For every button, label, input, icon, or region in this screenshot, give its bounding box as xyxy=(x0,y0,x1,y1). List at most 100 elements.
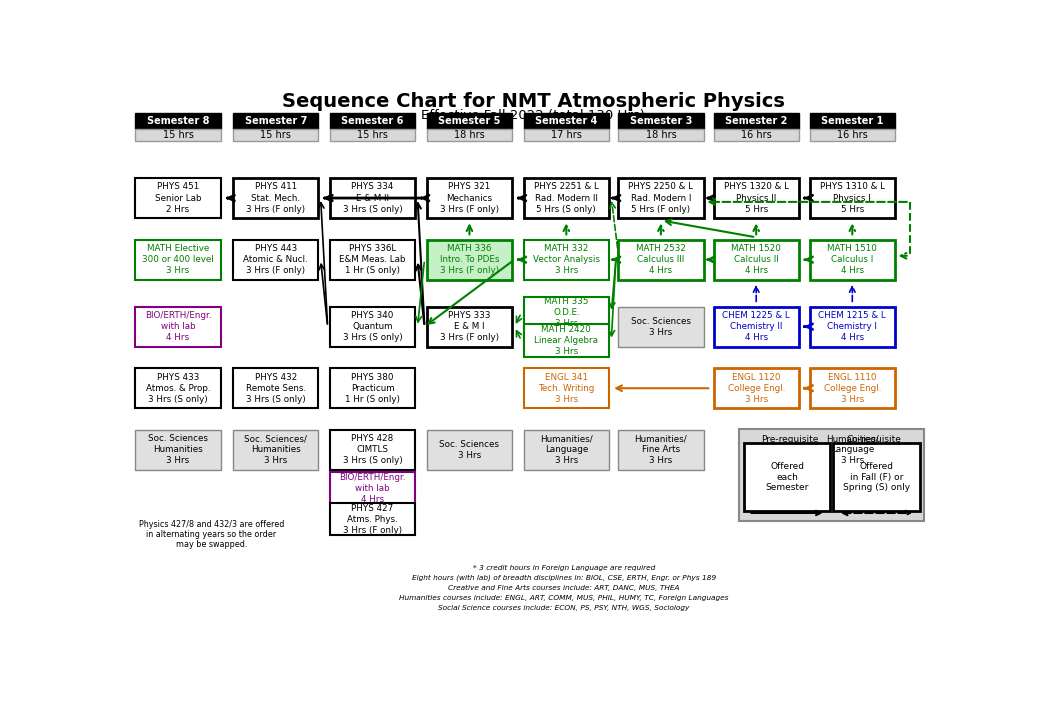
Text: Humanities courses include: ENGL, ART, COMM, MUS, PHIL, HUMY, TC, Foreign Langua: Humanities courses include: ENGL, ART, C… xyxy=(399,595,729,600)
Text: BIO/ERTH/Engr.
with lab
4 Hrs: BIO/ERTH/Engr. with lab 4 Hrs xyxy=(339,473,406,504)
FancyBboxPatch shape xyxy=(713,240,799,279)
Text: Creative and Fine Arts courses include: ART, DANC, MUS, THEA: Creative and Fine Arts courses include: … xyxy=(448,585,680,590)
Text: Semester 6: Semester 6 xyxy=(341,116,404,126)
FancyBboxPatch shape xyxy=(135,430,220,470)
Text: 18 hrs: 18 hrs xyxy=(646,130,676,140)
FancyBboxPatch shape xyxy=(810,129,895,141)
FancyBboxPatch shape xyxy=(330,178,415,218)
Text: PHYS 321
Mechanics
3 Hrs (F only): PHYS 321 Mechanics 3 Hrs (F only) xyxy=(440,182,499,214)
Text: PHYS 2251 & L
Rad. Modern II
5 Hrs (S only): PHYS 2251 & L Rad. Modern II 5 Hrs (S on… xyxy=(534,182,599,214)
FancyBboxPatch shape xyxy=(810,430,895,470)
FancyBboxPatch shape xyxy=(524,324,609,356)
Text: PHYS 333
E & M I
3 Hrs (F only): PHYS 333 E & M I 3 Hrs (F only) xyxy=(440,311,499,342)
Text: PHYS 411
Stat. Mech.
3 Hrs (F only): PHYS 411 Stat. Mech. 3 Hrs (F only) xyxy=(246,182,306,214)
Text: Humanities/
Language
3 Hrs: Humanities/ Language 3 Hrs xyxy=(540,434,593,465)
FancyBboxPatch shape xyxy=(810,113,895,129)
FancyBboxPatch shape xyxy=(330,472,415,505)
Text: Semester 2: Semester 2 xyxy=(725,116,787,126)
FancyBboxPatch shape xyxy=(713,113,799,129)
Text: MATH 332
Vector Analysis
3 Hrs: MATH 332 Vector Analysis 3 Hrs xyxy=(532,244,600,275)
Text: Physics 427/8 and 432/3 are offered
in alternating years so the order
may be swa: Physics 427/8 and 432/3 are offered in a… xyxy=(138,520,284,549)
Text: Soc. Sciences/
Humanities
3 Hrs: Soc. Sciences/ Humanities 3 Hrs xyxy=(244,434,307,465)
Text: PHYS 340
Quantum
3 Hrs (S only): PHYS 340 Quantum 3 Hrs (S only) xyxy=(343,311,402,342)
FancyBboxPatch shape xyxy=(330,113,415,129)
FancyBboxPatch shape xyxy=(135,178,220,218)
FancyBboxPatch shape xyxy=(233,129,318,141)
Text: MATH 2532
Calculus III
4 Hrs: MATH 2532 Calculus III 4 Hrs xyxy=(635,244,685,275)
FancyBboxPatch shape xyxy=(330,503,415,535)
Text: ENGL 341
Tech. Writing
3 Hrs: ENGL 341 Tech. Writing 3 Hrs xyxy=(538,373,595,404)
Text: Soc. Sciences
3 Hrs: Soc. Sciences 3 Hrs xyxy=(440,440,499,460)
FancyBboxPatch shape xyxy=(810,307,895,346)
Text: PHYS 2250 & L
Rad. Modern I
5 Hrs (F only): PHYS 2250 & L Rad. Modern I 5 Hrs (F onl… xyxy=(628,182,694,214)
Text: Semester 4: Semester 4 xyxy=(536,116,598,126)
FancyBboxPatch shape xyxy=(810,240,895,279)
Text: PHYS 433
Atmos. & Prop.
3 Hrs (S only): PHYS 433 Atmos. & Prop. 3 Hrs (S only) xyxy=(146,373,210,404)
Text: ENGL 1110
College Engl.
3 Hrs: ENGL 1110 College Engl. 3 Hrs xyxy=(824,373,881,404)
FancyBboxPatch shape xyxy=(524,297,609,329)
FancyBboxPatch shape xyxy=(330,307,415,346)
Text: Semester 8: Semester 8 xyxy=(147,116,209,126)
FancyBboxPatch shape xyxy=(618,240,703,279)
Text: MATH 1510
Calculus I
4 Hrs: MATH 1510 Calculus I 4 Hrs xyxy=(828,244,877,275)
FancyBboxPatch shape xyxy=(135,113,220,129)
Text: Soc. Sciences
3 Hrs: Soc. Sciences 3 Hrs xyxy=(631,317,691,337)
Text: 16 hrs: 16 hrs xyxy=(837,130,867,140)
Text: Semester 3: Semester 3 xyxy=(629,116,692,126)
Text: 15 hrs: 15 hrs xyxy=(260,130,291,140)
FancyBboxPatch shape xyxy=(618,430,703,470)
Text: Co-requisite: Co-requisite xyxy=(847,436,901,444)
FancyBboxPatch shape xyxy=(713,178,799,218)
Text: CHEM 1215 & L
Chemistry I
4 Hrs: CHEM 1215 & L Chemistry I 4 Hrs xyxy=(818,311,886,342)
FancyBboxPatch shape xyxy=(330,368,415,408)
Text: Semester 5: Semester 5 xyxy=(438,116,500,126)
Text: PHYS 428
CIMTLS
3 Hrs (S only): PHYS 428 CIMTLS 3 Hrs (S only) xyxy=(343,434,402,465)
FancyBboxPatch shape xyxy=(426,307,512,346)
Text: 15 hrs: 15 hrs xyxy=(357,130,388,140)
FancyBboxPatch shape xyxy=(739,429,925,521)
FancyBboxPatch shape xyxy=(524,129,609,141)
FancyBboxPatch shape xyxy=(233,368,318,408)
Text: MATH 2420
Linear Algebra
3 Hrs: MATH 2420 Linear Algebra 3 Hrs xyxy=(535,325,598,356)
FancyBboxPatch shape xyxy=(833,443,919,511)
Text: MATH Elective
300 or 400 level
3 Hrs: MATH Elective 300 or 400 level 3 Hrs xyxy=(142,244,214,275)
FancyBboxPatch shape xyxy=(330,240,415,279)
Text: Social Science courses include: ECON, PS, PSY, NTH, WGS, Sociology: Social Science courses include: ECON, PS… xyxy=(438,605,690,611)
FancyBboxPatch shape xyxy=(524,113,609,129)
Text: Humanities/
Language
3 Hrs: Humanities/ Language 3 Hrs xyxy=(826,434,879,465)
Text: PHYS 334
E & M II
3 Hrs (S only): PHYS 334 E & M II 3 Hrs (S only) xyxy=(343,182,402,214)
FancyBboxPatch shape xyxy=(426,240,512,279)
FancyBboxPatch shape xyxy=(810,178,895,218)
Text: PHYS 432
Remote Sens.
3 Hrs (S only): PHYS 432 Remote Sens. 3 Hrs (S only) xyxy=(245,373,306,404)
Text: MATH 335
O.D.E.
3 Hrs: MATH 335 O.D.E. 3 Hrs xyxy=(544,297,589,328)
FancyBboxPatch shape xyxy=(744,443,830,511)
Text: 18 hrs: 18 hrs xyxy=(454,130,485,140)
FancyBboxPatch shape xyxy=(618,129,703,141)
Text: CHEM 1225 & L
Chemistry II
4 Hrs: CHEM 1225 & L Chemistry II 4 Hrs xyxy=(723,311,790,342)
Text: 17 hrs: 17 hrs xyxy=(551,130,581,140)
Text: * 3 credit hours in Foreign Language are required: * 3 credit hours in Foreign Language are… xyxy=(473,564,655,571)
FancyBboxPatch shape xyxy=(233,430,318,470)
FancyBboxPatch shape xyxy=(524,368,609,408)
Text: ENGL 1120
College Engl.
3 Hrs: ENGL 1120 College Engl. 3 Hrs xyxy=(728,373,785,404)
FancyBboxPatch shape xyxy=(426,129,512,141)
Text: Offered
in Fall (F) or
Spring (S) only: Offered in Fall (F) or Spring (S) only xyxy=(843,462,910,492)
FancyBboxPatch shape xyxy=(233,113,318,129)
Text: PHYS 427
Atms. Phys.
3 Hrs (F only): PHYS 427 Atms. Phys. 3 Hrs (F only) xyxy=(343,503,402,535)
FancyBboxPatch shape xyxy=(618,113,703,129)
Text: BIO/ERTH/Engr.
with lab
4 Hrs: BIO/ERTH/Engr. with lab 4 Hrs xyxy=(145,311,211,342)
Text: PHYS 443
Atomic & Nucl.
3 Hrs (F only): PHYS 443 Atomic & Nucl. 3 Hrs (F only) xyxy=(243,244,308,275)
Text: MATH 1520
Calculus II
4 Hrs: MATH 1520 Calculus II 4 Hrs xyxy=(731,244,781,275)
Text: PHYS 336L
E&M Meas. Lab
1 Hr (S only): PHYS 336L E&M Meas. Lab 1 Hr (S only) xyxy=(339,244,406,275)
FancyBboxPatch shape xyxy=(810,368,895,408)
FancyBboxPatch shape xyxy=(233,178,318,218)
Text: Humanities/
Fine Arts
3 Hrs: Humanities/ Fine Arts 3 Hrs xyxy=(634,434,687,465)
FancyBboxPatch shape xyxy=(426,178,512,218)
Text: Pre-requisite: Pre-requisite xyxy=(761,436,818,444)
Text: Offered
each
Semester: Offered each Semester xyxy=(765,462,809,492)
Text: MATH 336
Intro. To PDEs
3 Hrs (F only): MATH 336 Intro. To PDEs 3 Hrs (F only) xyxy=(440,244,499,275)
Text: PHYS 451
Senior Lab
2 Hrs: PHYS 451 Senior Lab 2 Hrs xyxy=(155,182,202,214)
FancyBboxPatch shape xyxy=(713,129,799,141)
FancyBboxPatch shape xyxy=(426,113,512,129)
FancyBboxPatch shape xyxy=(524,430,609,470)
